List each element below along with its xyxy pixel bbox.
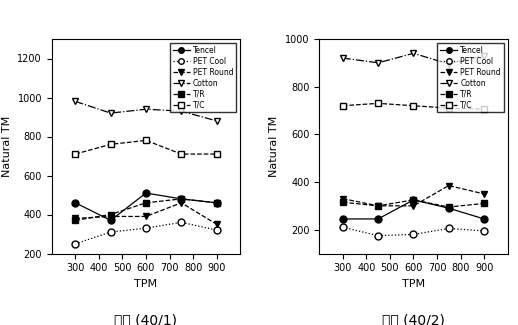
Legend: Tencel, PET Cool, PET Round, Cotton, T/R, T/C: Tencel, PET Cool, PET Round, Cotton, T/R… (437, 43, 504, 112)
Legend: Tencel, PET Cool, PET Round, Cotton, T/R, T/C: Tencel, PET Cool, PET Round, Cotton, T/R… (170, 43, 236, 112)
Y-axis label: Natural TM: Natural TM (2, 116, 12, 177)
X-axis label: TPM: TPM (402, 279, 425, 289)
Text: 합사 (40/2): 합사 (40/2) (382, 314, 445, 325)
Text: 단사 (40/1): 단사 (40/1) (114, 314, 178, 325)
Y-axis label: Natural TM: Natural TM (269, 116, 280, 177)
X-axis label: TPM: TPM (134, 279, 157, 289)
